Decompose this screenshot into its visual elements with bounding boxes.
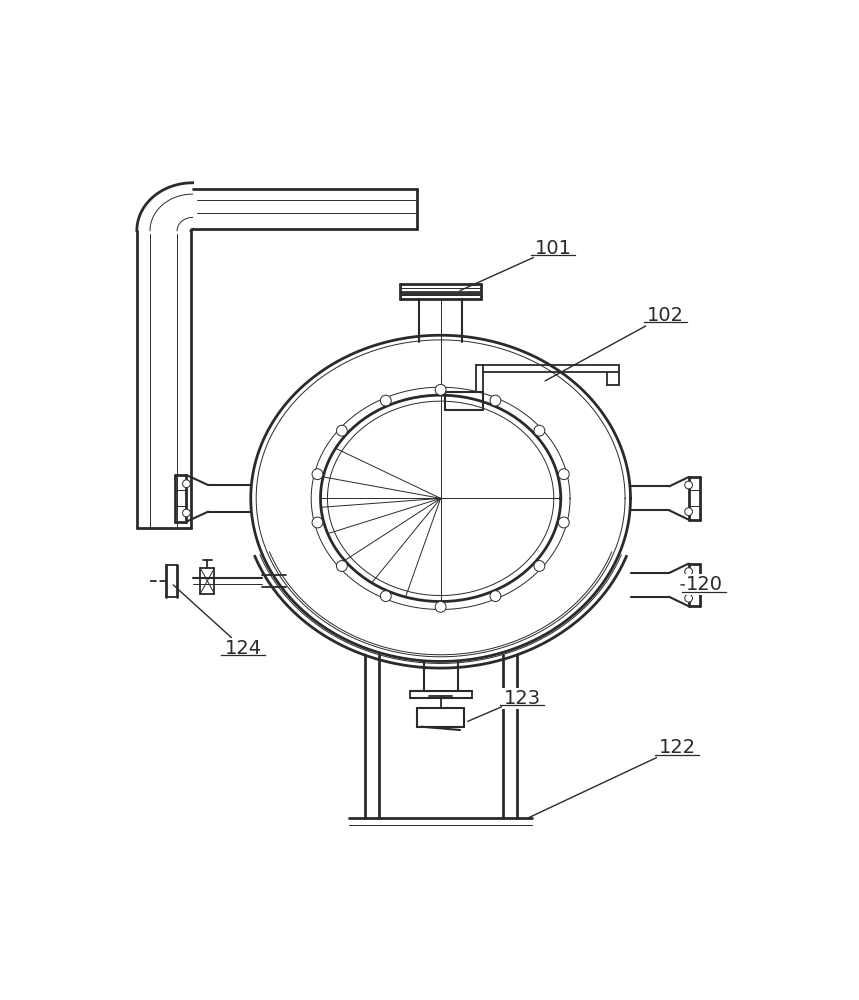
Circle shape <box>490 591 501 602</box>
Circle shape <box>183 480 191 488</box>
Circle shape <box>558 469 570 480</box>
Circle shape <box>534 425 545 436</box>
Text: 124: 124 <box>174 585 261 658</box>
Circle shape <box>534 561 545 571</box>
Circle shape <box>312 469 323 480</box>
Circle shape <box>436 601 446 612</box>
Circle shape <box>490 395 501 406</box>
Text: 120: 120 <box>681 575 722 594</box>
Text: 101: 101 <box>460 239 571 291</box>
Circle shape <box>183 509 191 517</box>
Circle shape <box>381 395 391 406</box>
Text: 122: 122 <box>528 738 696 818</box>
Circle shape <box>685 568 692 575</box>
Circle shape <box>436 384 446 395</box>
Circle shape <box>685 508 692 516</box>
Text: 102: 102 <box>545 306 684 381</box>
Circle shape <box>312 517 323 528</box>
Bar <box>400 291 481 295</box>
Circle shape <box>337 425 347 436</box>
Circle shape <box>558 517 570 528</box>
Circle shape <box>685 594 692 602</box>
Circle shape <box>337 561 347 571</box>
Text: 123: 123 <box>468 689 540 721</box>
Circle shape <box>685 481 692 489</box>
Circle shape <box>381 591 391 602</box>
